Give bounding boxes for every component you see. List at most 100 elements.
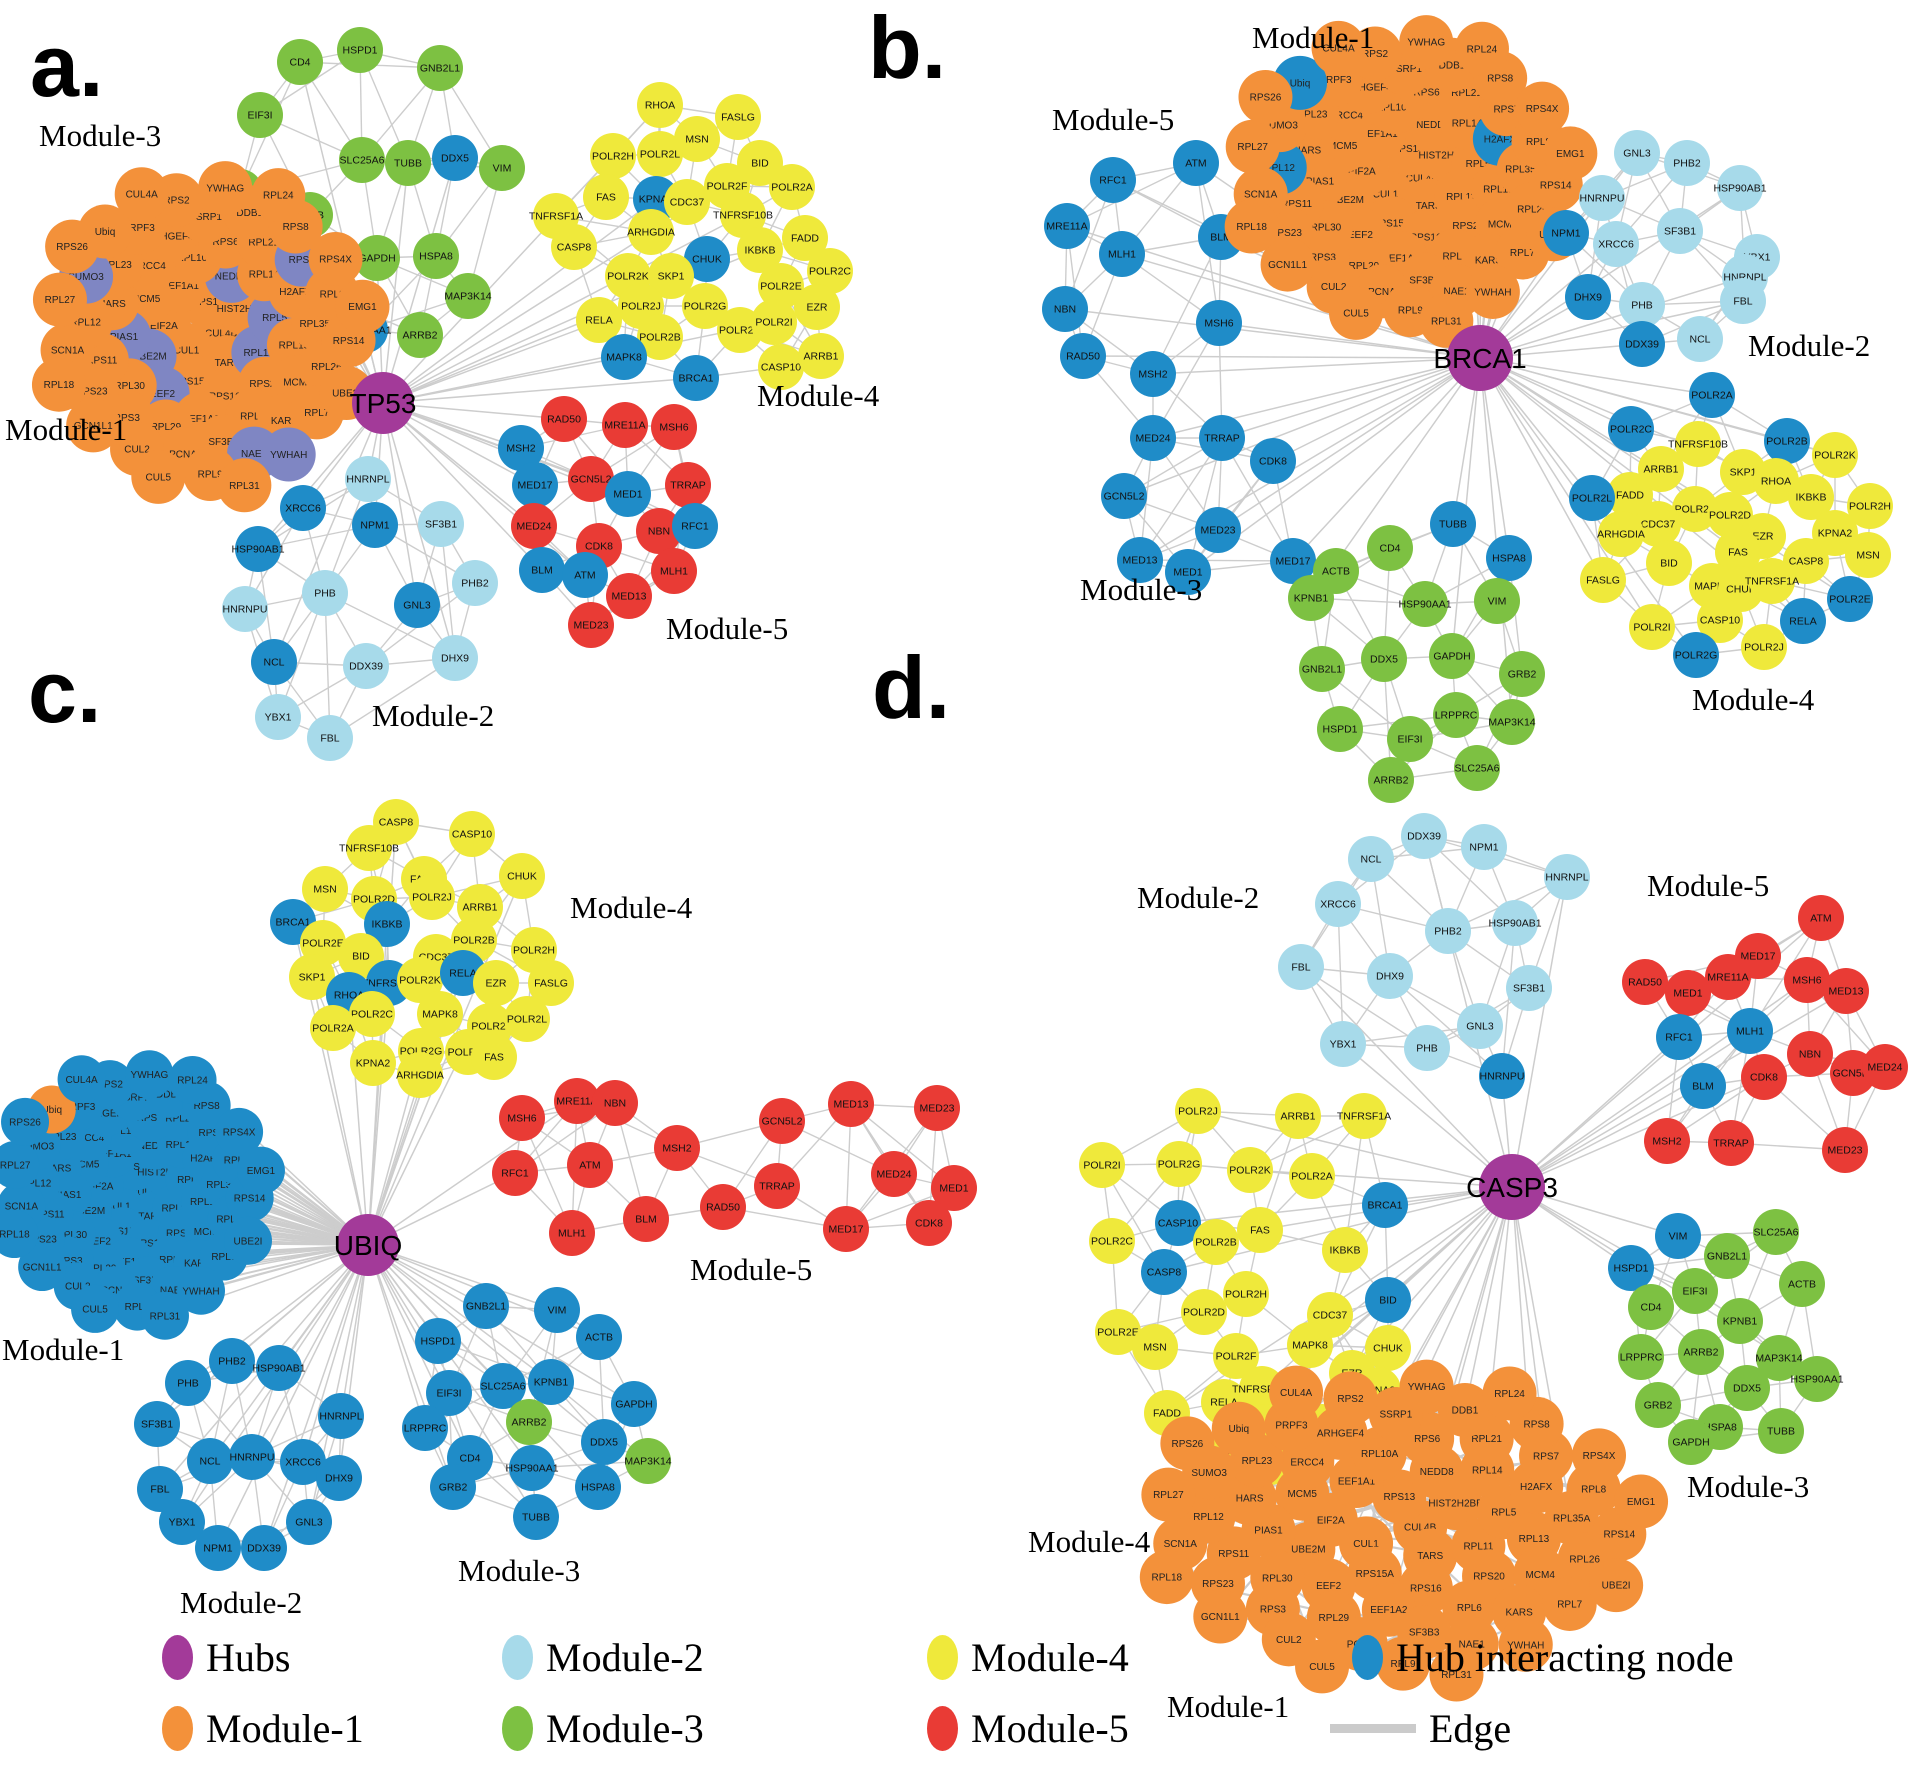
node-label-POLR2E: POLR2E <box>1097 1327 1138 1339</box>
node-label-TNFRSF10B: TNFRSF10B <box>713 210 773 222</box>
module-title-module-2: Module-2 <box>372 698 494 733</box>
node-label-DHX9: DHX9 <box>441 653 469 665</box>
node-label-RPS16: RPS16 <box>133 1239 165 1250</box>
node-label-BID: BID <box>352 951 370 963</box>
node-EMG1 <box>1543 126 1598 181</box>
node-label-CUL1: CUL1 <box>1373 189 1399 200</box>
node-label-TNFRSF1A: TNFRSF1A <box>1337 1111 1391 1123</box>
node-label-GRB2: GRB2 <box>439 1482 468 1494</box>
node-label-SLC25A6: SLC25A6 <box>340 155 385 167</box>
node-label-TRRAP: TRRAP <box>670 480 706 492</box>
node-label-POLR2G: POLR2G <box>684 301 727 313</box>
node-label-DDX5: DDX5 <box>1370 654 1398 666</box>
node-HNRNPU <box>1579 175 1625 221</box>
node-RPL27 <box>32 272 87 327</box>
node-label-ARHGDIA: ARHGDIA <box>1597 529 1645 541</box>
node-label-RPS15A: RPS15A <box>103 1227 142 1238</box>
node-MED13 <box>828 1081 874 1127</box>
node-label-GAPDH: GAPDH <box>1672 1437 1709 1449</box>
node-MSH2 <box>498 425 544 471</box>
node-label-RPL5: RPL5 <box>1466 159 1491 170</box>
node-label-GNB2L1: GNB2L1 <box>420 63 460 75</box>
node-MSH6 <box>1784 957 1830 1003</box>
node-POLR2C <box>1089 1218 1135 1264</box>
node-label-EMG1: EMG1 <box>1627 1497 1656 1508</box>
node-label-SCN1A: SCN1A <box>51 346 85 357</box>
node-label-GCN5L2: GCN5L2 <box>571 474 612 486</box>
node-label-FBL: FBL <box>150 1484 169 1496</box>
node-label-RPL13: RPL13 <box>1519 1534 1550 1545</box>
node-MSH2 <box>654 1125 700 1171</box>
node-POLR2A <box>769 164 815 210</box>
node-NBN <box>592 1080 638 1126</box>
node-BRCA1 <box>1362 1182 1408 1228</box>
node-label-RPL21: RPL21 <box>248 237 279 248</box>
node-label-MAP3K14: MAP3K14 <box>1755 1353 1802 1365</box>
nodes: DDX39 NCL NPM1 HNRNPL XRCC6 PHB2 HSP90AB1 FBL DH… <box>1079 813 1908 1702</box>
node-label-GNL3: GNL3 <box>1466 1021 1494 1033</box>
node-DHX9 <box>432 635 478 681</box>
node-label-ARHGEF4: ARHGEF4 <box>146 231 194 242</box>
node-label-ERCC4: ERCC4 <box>1329 110 1363 121</box>
node-MED17 <box>823 1206 869 1252</box>
node-label-POLR2F: POLR2F <box>707 181 748 193</box>
node-label-RPL12: RPL12 <box>1193 1512 1224 1523</box>
node-label-CHUK: CHUK <box>692 254 722 266</box>
node-label-NBN: NBN <box>1054 304 1076 316</box>
node-label-POLR2A: POLR2A <box>1691 390 1732 402</box>
node-YWHAG <box>1399 15 1454 70</box>
node-YWHAH <box>1465 264 1520 319</box>
node-YWHAG <box>198 161 253 216</box>
module-title-module-2: Module-2 <box>180 1585 302 1620</box>
node-label-EMG1: EMG1 <box>348 302 377 313</box>
node-POLR2D <box>1707 492 1753 538</box>
node-HSP90AA1 <box>1402 581 1448 627</box>
node-label-RPL9: RPL9 <box>125 1302 150 1313</box>
node-HSP90AA1 <box>1794 1356 1840 1402</box>
node-label-DHX9: DHX9 <box>325 1473 353 1485</box>
node-label-RPL8: RPL8 <box>1526 137 1551 148</box>
node-label-RPL6: RPL6 <box>1442 251 1467 262</box>
node-label-NAE1: NAE1 <box>1459 1639 1486 1650</box>
node-label-DDX39: DDX39 <box>349 661 383 673</box>
node-label-FBL: FBL <box>1291 962 1310 974</box>
node-label-IKBKB: IKBKB <box>745 245 776 257</box>
node-label-RPL26: RPL26 <box>216 1215 247 1226</box>
node-label-RPL8: RPL8 <box>224 1156 249 1167</box>
node-label-RPS23: RPS23 <box>1270 228 1302 239</box>
node-label-SSRP1: SSRP1 <box>189 212 222 223</box>
node-DDX39 <box>1401 813 1447 859</box>
node-label-RPL9: RPL9 <box>1391 1659 1416 1670</box>
node-TNFRSF10B <box>1675 421 1721 467</box>
node-CUL4A <box>1311 20 1366 75</box>
node-label-DHX9: DHX9 <box>1574 292 1602 304</box>
node-label-RPS26: RPS26 <box>9 1117 41 1128</box>
node-label-RPL30: RPL30 <box>114 381 145 392</box>
cluster-module-3: VIM SLC25A6 HSPD1 GNB2L1 ACTB EIF3I CD4 KPNB1 AR… <box>1608 1209 1844 1465</box>
node-label-UBE2I: UBE2I <box>1602 1581 1631 1592</box>
node-label-NAE1: NAE1 <box>241 449 268 460</box>
hub-CASP3 <box>1479 1154 1545 1220</box>
node-MSN <box>1132 1324 1178 1370</box>
node-BLM <box>623 1196 669 1242</box>
node-label-RELA: RELA <box>585 315 612 327</box>
node-NCL <box>1348 836 1394 882</box>
node-label-RPS6: RPS6 <box>1414 88 1441 99</box>
node-RFC1 <box>1090 157 1136 203</box>
node-label-BRCA1: BRCA1 <box>678 373 713 385</box>
node-NBN <box>1787 1031 1833 1077</box>
node-label-VIM: VIM <box>1488 596 1507 608</box>
node-label-DDB1: DDB1 <box>236 208 263 219</box>
node-label-Ubiq: Ubiq <box>41 1105 62 1116</box>
node-label-NAE1: NAE1 <box>1443 287 1470 298</box>
node-HNRNPU <box>229 1434 275 1480</box>
node-label-RPS20: RPS20 <box>166 1229 198 1240</box>
node-label-ARHGDIA: ARHGDIA <box>396 1070 444 1082</box>
node-RELA <box>1780 598 1826 644</box>
node-label-POLR2G: POLR2G <box>1675 650 1718 662</box>
legend-item-module2: Module-2 <box>502 1634 704 1680</box>
node-NBN <box>636 508 682 554</box>
node-POLR2E <box>758 263 804 309</box>
node-label-RPL14: RPL14 <box>1452 118 1483 129</box>
node-RHOA <box>1753 458 1799 504</box>
